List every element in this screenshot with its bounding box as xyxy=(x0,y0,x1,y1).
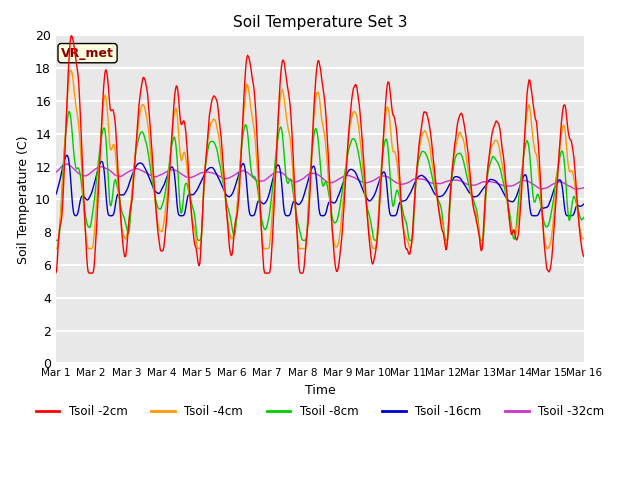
Tsoil -4cm xyxy=(401,231,409,237)
Tsoil -4cm xyxy=(199,204,207,209)
Tsoil -32cm xyxy=(52,169,60,175)
Tsoil -32cm xyxy=(385,175,392,180)
Tsoil -16cm xyxy=(198,177,206,182)
Tsoil -8cm xyxy=(580,214,588,220)
Tsoil -32cm xyxy=(572,186,579,192)
Tsoil -2cm xyxy=(199,204,207,210)
Line: Tsoil -16cm: Tsoil -16cm xyxy=(56,155,584,216)
Tsoil -4cm xyxy=(61,131,69,137)
Tsoil -8cm xyxy=(198,224,206,229)
Line: Tsoil -8cm: Tsoil -8cm xyxy=(56,111,584,240)
Tsoil -32cm xyxy=(580,185,588,191)
Tsoil -4cm xyxy=(67,68,74,73)
Tsoil -2cm xyxy=(61,139,69,144)
Tsoil -16cm xyxy=(385,203,392,209)
Tsoil -8cm xyxy=(52,238,60,243)
Tsoil -8cm xyxy=(116,203,124,208)
Tsoil -16cm xyxy=(63,152,70,158)
Tsoil -8cm xyxy=(65,108,73,114)
Tsoil -4cm xyxy=(52,246,60,252)
Line: Tsoil -2cm: Tsoil -2cm xyxy=(56,36,584,273)
Tsoil -4cm xyxy=(171,108,179,114)
Tsoil -16cm xyxy=(170,169,178,175)
Tsoil -16cm xyxy=(52,192,60,197)
Tsoil -32cm xyxy=(170,167,178,173)
Tsoil -16cm xyxy=(580,201,588,207)
Tsoil -32cm xyxy=(63,161,70,167)
Tsoil -16cm xyxy=(116,192,124,198)
Tsoil -16cm xyxy=(566,213,573,219)
Tsoil -8cm xyxy=(61,133,69,139)
Tsoil -32cm xyxy=(116,173,124,179)
Y-axis label: Soil Temperature (C): Soil Temperature (C) xyxy=(17,135,29,264)
Tsoil -2cm xyxy=(117,222,125,228)
Tsoil -32cm xyxy=(61,161,69,167)
Line: Tsoil -32cm: Tsoil -32cm xyxy=(56,164,584,189)
Tsoil -2cm xyxy=(86,270,94,276)
Title: Soil Temperature Set 3: Soil Temperature Set 3 xyxy=(233,15,407,30)
Tsoil -4cm xyxy=(86,246,93,252)
Tsoil -2cm xyxy=(386,83,394,88)
Tsoil -2cm xyxy=(67,33,75,38)
Tsoil -4cm xyxy=(386,114,394,120)
Legend: Tsoil -2cm, Tsoil -4cm, Tsoil -8cm, Tsoil -16cm, Tsoil -32cm: Tsoil -2cm, Tsoil -4cm, Tsoil -8cm, Tsoi… xyxy=(31,401,609,423)
Tsoil -16cm xyxy=(400,198,408,204)
Tsoil -32cm xyxy=(198,170,206,176)
Text: VR_met: VR_met xyxy=(61,47,114,60)
Tsoil -2cm xyxy=(580,254,588,260)
Tsoil -16cm xyxy=(61,155,69,160)
Tsoil -4cm xyxy=(580,236,588,241)
Tsoil -2cm xyxy=(401,240,409,246)
Tsoil -4cm xyxy=(117,219,125,225)
Tsoil -8cm xyxy=(385,154,392,159)
Tsoil -2cm xyxy=(52,270,60,276)
Tsoil -8cm xyxy=(400,214,408,220)
Line: Tsoil -4cm: Tsoil -4cm xyxy=(56,71,584,249)
X-axis label: Time: Time xyxy=(305,384,335,397)
Tsoil -2cm xyxy=(171,90,179,96)
Tsoil -32cm xyxy=(400,181,408,187)
Tsoil -8cm xyxy=(170,134,178,140)
